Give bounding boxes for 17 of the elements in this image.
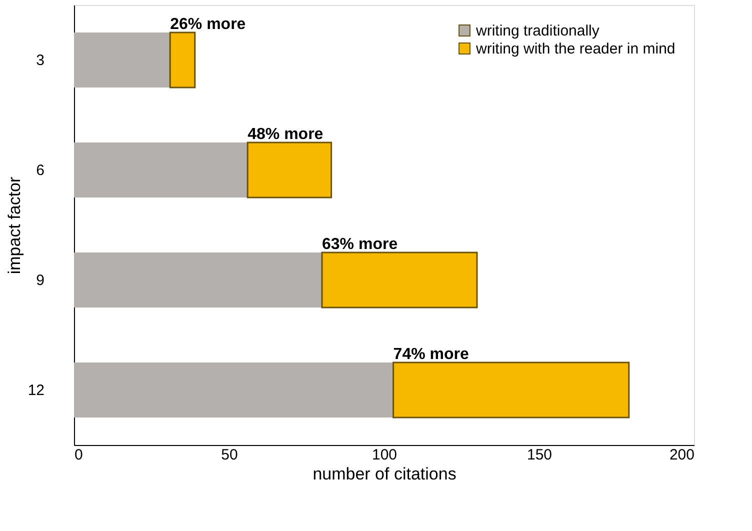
x-tick-label: 150 (526, 446, 552, 464)
legend-label: writing with the reader in mind (475, 40, 676, 58)
x-axis-title: number of citations (312, 464, 456, 484)
y-axis-title: impact factor (4, 176, 24, 274)
annotation: 48% more (248, 126, 324, 143)
y-tick-label: 9 (36, 272, 44, 289)
x-tick-label: 200 (669, 446, 694, 464)
annotation: 26% more (170, 16, 246, 33)
y-tick-label: 3 (36, 52, 44, 69)
annotation: 63% more (322, 236, 398, 253)
x-tick-label: 0 (74, 446, 83, 464)
y-tick-label: 6 (36, 162, 44, 179)
annotation: 74% more (393, 346, 469, 363)
legend-label: writing traditionally (475, 22, 600, 40)
x-tick-label: 100 (372, 446, 398, 464)
y-tick-label: 12 (28, 382, 44, 399)
x-tick-label: 50 (221, 446, 238, 464)
